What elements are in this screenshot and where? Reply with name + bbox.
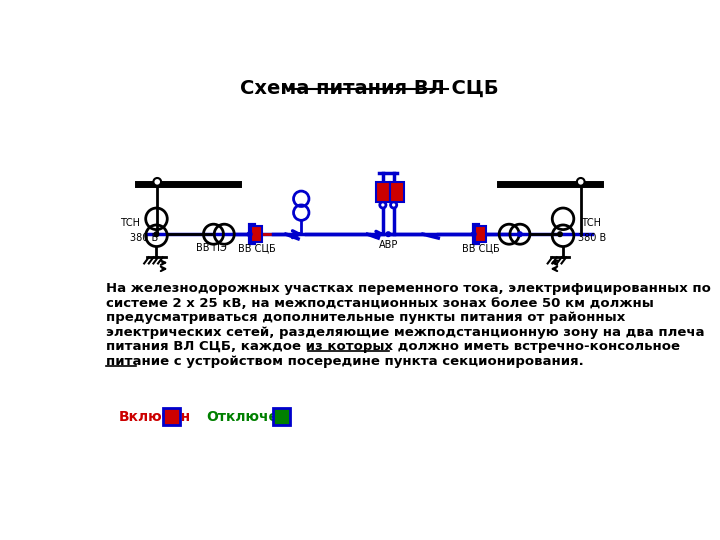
Text: ТСН: ТСН (120, 218, 140, 228)
Circle shape (518, 232, 522, 237)
Bar (251, 226, 262, 242)
Text: Отключен: Отключен (206, 410, 287, 424)
Text: 380 В: 380 В (578, 233, 606, 243)
Bar (163, 408, 179, 425)
Text: АВР: АВР (379, 240, 398, 251)
Circle shape (154, 232, 159, 237)
Text: питание с устройством посередине пункта секционирования.: питание с устройством посередине пункта … (106, 355, 583, 368)
Bar (475, 226, 486, 242)
Circle shape (472, 232, 476, 237)
Bar (376, 182, 390, 202)
Circle shape (386, 232, 390, 237)
Text: На железнодорожных участках переменного тока, электрифицированных по: На железнодорожных участках переменного … (106, 282, 711, 295)
Text: предусматриваться дополнительные пункты питания от районных: предусматриваться дополнительные пункты … (106, 311, 625, 324)
Text: ВВ СЦБ: ВВ СЦБ (462, 243, 500, 253)
Circle shape (558, 232, 562, 237)
Text: Включен: Включен (119, 410, 191, 424)
Bar (273, 408, 289, 425)
Circle shape (153, 178, 161, 186)
Circle shape (390, 202, 397, 208)
Circle shape (577, 178, 585, 186)
Text: системе 2 х 25 кВ, на межподстанционных зонах более 50 км должны: системе 2 х 25 кВ, на межподстанционных … (106, 296, 654, 309)
Text: Схема питания ВЛ СЦБ: Схема питания ВЛ СЦБ (240, 79, 498, 98)
Text: ВВ СЦБ: ВВ СЦБ (238, 243, 276, 253)
Text: ТСН: ТСН (581, 218, 600, 228)
Circle shape (379, 202, 386, 208)
Bar (390, 182, 404, 202)
Text: электрических сетей, разделяющие межподстанционную зону на два плеча: электрических сетей, разделяющие межподс… (106, 326, 704, 339)
Text: питания ВЛ СЦБ, каждое из которых должно иметь встречно-консольное: питания ВЛ СЦБ, каждое из которых должно… (106, 340, 680, 354)
Text: 380 В: 380 В (130, 233, 158, 243)
Text: ВВ ПЭ: ВВ ПЭ (196, 243, 227, 253)
Circle shape (248, 232, 252, 237)
